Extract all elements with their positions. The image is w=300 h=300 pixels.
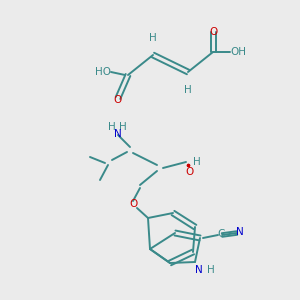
Text: N: N — [114, 129, 122, 139]
Text: O: O — [209, 27, 217, 37]
Text: H: H — [149, 33, 157, 43]
Text: N: N — [195, 265, 203, 275]
Text: O: O — [186, 167, 194, 177]
Text: H: H — [207, 265, 215, 275]
Text: H: H — [119, 122, 127, 132]
Text: O: O — [129, 199, 137, 209]
Text: O: O — [114, 95, 122, 105]
Text: N: N — [236, 227, 244, 237]
Text: H: H — [184, 85, 192, 95]
Text: H: H — [193, 157, 201, 167]
Text: HO: HO — [95, 67, 111, 77]
Text: OH: OH — [230, 47, 246, 57]
Text: C: C — [217, 229, 225, 239]
Text: H: H — [108, 122, 116, 132]
